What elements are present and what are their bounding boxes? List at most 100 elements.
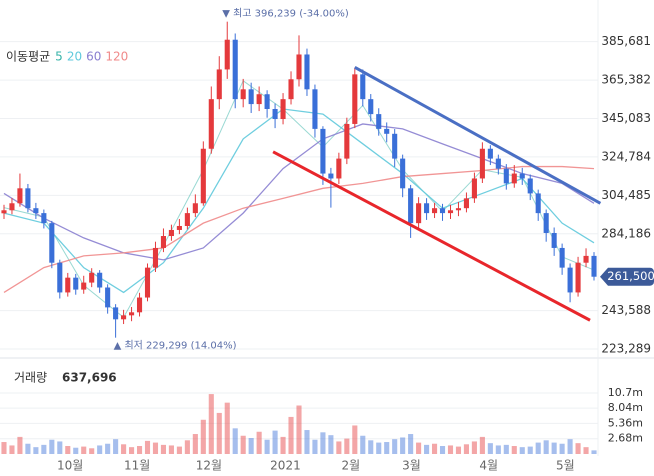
- candle-body: [152, 247, 159, 268]
- volume-bar: [591, 450, 597, 454]
- candle-body: [376, 114, 382, 129]
- last-price-label: 261,500: [607, 269, 654, 283]
- candle-body: [336, 158, 342, 179]
- volume-bar: [424, 444, 430, 454]
- volume-bar: [527, 446, 533, 454]
- candle-body: [431, 208, 438, 214]
- legend-title: 이동평균: [6, 50, 50, 64]
- candle-body: [168, 229, 174, 237]
- candle-body: [551, 232, 557, 248]
- candle-body: [591, 255, 597, 277]
- volume-bar: [503, 444, 509, 454]
- volume-bar: [312, 439, 318, 454]
- candle-body: [543, 213, 549, 233]
- volume-bar: [129, 447, 135, 454]
- last-price-tag: [600, 267, 654, 286]
- volume-bar: [232, 428, 238, 454]
- volume-bar: [216, 412, 222, 454]
- volume-bar: [224, 402, 230, 454]
- candle-body: [121, 315, 127, 320]
- volume-bar: [296, 405, 302, 454]
- volume-bar: [280, 436, 286, 454]
- candle-body: [463, 198, 469, 209]
- volume-bar: [288, 416, 294, 454]
- volume-bar: [200, 419, 206, 454]
- volume-bar: [97, 445, 103, 454]
- volume-bar: [583, 447, 589, 454]
- volume-bar: [168, 445, 174, 454]
- candle-body: [272, 108, 278, 120]
- x-tick-label: 10월: [57, 459, 83, 473]
- candle-body: [192, 203, 198, 214]
- volume-bar: [328, 435, 334, 454]
- candle-body: [49, 223, 55, 263]
- candle-body: [176, 225, 182, 230]
- volume-bar: [41, 444, 47, 454]
- candle-body: [17, 188, 23, 204]
- volume-bar: [551, 442, 557, 454]
- volume-bar: [344, 438, 350, 454]
- x-tick-label: 5월: [556, 459, 575, 473]
- candle-body: [216, 69, 222, 100]
- moving-average-line: [3, 108, 595, 294]
- volume-bar: [33, 447, 39, 454]
- volume-bar: [463, 444, 469, 454]
- volume-bar: [455, 446, 462, 454]
- x-tick-label: 2월: [341, 459, 360, 473]
- y-tick-label: 345,083: [601, 111, 651, 125]
- candle-body: [304, 54, 310, 90]
- volume-bar: [376, 442, 382, 454]
- volume-bar: [320, 432, 326, 454]
- candle-body: [184, 213, 190, 226]
- candle-body: [160, 236, 167, 248]
- candle-body: [9, 203, 15, 211]
- volume-bar: [81, 446, 87, 454]
- volume-bar: [49, 439, 55, 454]
- volume-bar: [495, 445, 501, 454]
- volume-bar: [479, 436, 485, 454]
- legend-entry: 60: [86, 50, 101, 64]
- volume-bar: [248, 438, 254, 454]
- y-tick-label: 243,588: [601, 303, 651, 317]
- candle-body: [105, 287, 111, 308]
- candle-body: [535, 193, 541, 214]
- candle-body: [256, 94, 262, 105]
- candle-body: [97, 272, 103, 288]
- volume-bar: [1, 442, 7, 454]
- candle-body: [487, 148, 493, 159]
- candle-body: [224, 39, 230, 70]
- candle-body: [73, 277, 79, 290]
- volume-tick-label: 5.36m: [608, 416, 643, 429]
- candle-body: [559, 247, 565, 268]
- candle-body: [439, 208, 446, 214]
- volume-tick-label: 2.68m: [608, 432, 643, 445]
- candle-body: [344, 123, 350, 159]
- volume-bar: [65, 446, 71, 454]
- volume-bar: [240, 435, 246, 454]
- volume-bar: [9, 445, 15, 454]
- candle-body: [264, 94, 270, 109]
- candle-body: [368, 99, 374, 115]
- candle-body: [471, 178, 477, 199]
- y-tick-label: 385,681: [601, 34, 651, 48]
- candle-body: [232, 39, 238, 100]
- candle-body: [129, 312, 135, 316]
- high-annotation: ▼ 최고 396,239 (-34.00%): [222, 8, 349, 20]
- candle-body: [1, 210, 7, 214]
- volume-bar: [105, 443, 111, 454]
- candle-body: [136, 297, 143, 313]
- volume-bar: [471, 441, 477, 454]
- x-tick-label: 12월: [196, 459, 222, 473]
- y-tick-label: 304,485: [601, 188, 651, 202]
- candle-body: [288, 79, 294, 100]
- volume-bar: [400, 437, 406, 454]
- volume-bar: [384, 442, 390, 454]
- candle-body: [240, 89, 246, 100]
- candle-body: [519, 173, 525, 179]
- candle-body: [144, 267, 151, 298]
- candle-body: [65, 277, 71, 293]
- volume-bar: [408, 434, 414, 454]
- volume-bar: [121, 444, 127, 454]
- candle-body: [352, 74, 358, 124]
